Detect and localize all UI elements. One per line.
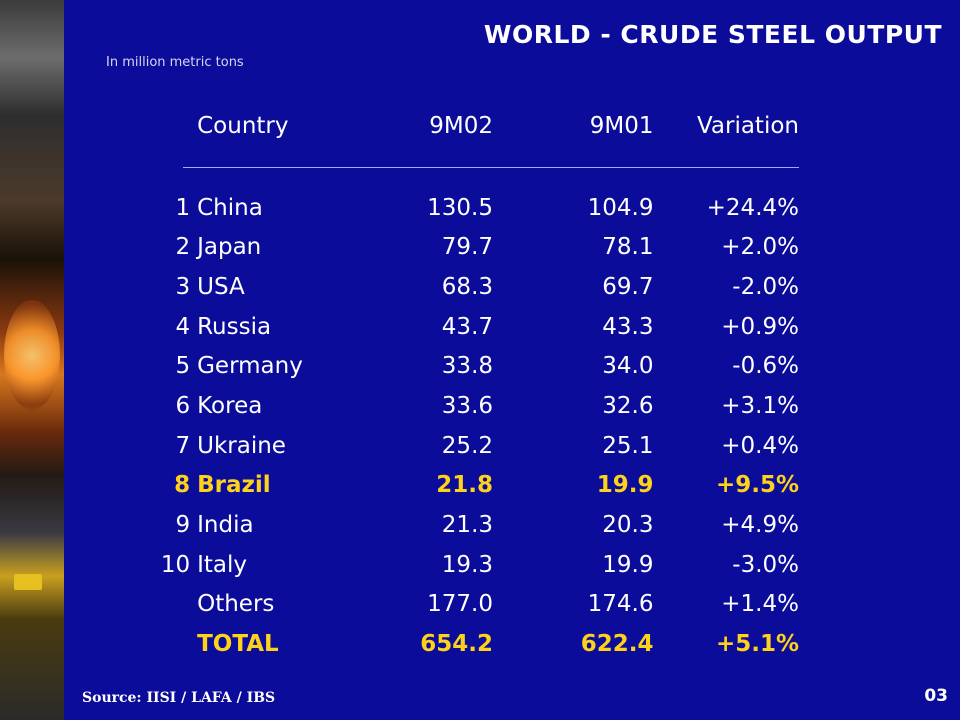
row-country: India (197, 512, 254, 539)
header-9m01: 9M01 (589, 113, 654, 139)
row-rank: 7 (175, 432, 191, 459)
steel-output-table: Country 9M02 9M01 Variation 1 China 130.… (150, 104, 799, 664)
table-row: 3 USA 68.3 69.7 -2.0% (150, 267, 799, 307)
row-9m01: 32.6 (602, 392, 654, 419)
row-9m01: 104.9 (587, 194, 654, 221)
row-9m01: 69.7 (602, 273, 654, 300)
row-9m02: 25.2 (441, 432, 494, 459)
row-country: Korea (197, 392, 263, 419)
row-rank: 1 (175, 194, 191, 221)
header-rank (150, 104, 190, 148)
row-rank: 6 (175, 392, 191, 419)
row-country: Others (197, 591, 275, 618)
row-variation: +4.9% (721, 512, 799, 539)
row-variation: +3.1% (721, 392, 799, 419)
row-9m02: 43.7 (441, 313, 494, 340)
row-country: China (197, 194, 263, 221)
row-9m02: 33.8 (441, 353, 494, 380)
table-row: 5 Germany 33.8 34.0 -0.6% (150, 346, 799, 386)
row-rank: 4 (175, 313, 191, 340)
row-9m01: 78.1 (602, 234, 654, 261)
row-rank: 9 (175, 512, 191, 539)
table-row: 7 Ukraine 25.2 25.1 +0.4% (150, 426, 799, 466)
row-country: Germany (197, 353, 303, 380)
row-variation: +0.9% (721, 313, 799, 340)
row-9m01: 34.0 (602, 353, 654, 380)
row-rank: 5 (175, 353, 191, 380)
row-9m02: 33.6 (441, 392, 494, 419)
row-country: Russia (197, 313, 272, 340)
row-9m01: 43.3 (602, 313, 654, 340)
header-variation: Variation (696, 113, 799, 139)
row-country: Italy (197, 551, 248, 578)
row-country: Ukraine (197, 432, 286, 459)
header-country: Country (197, 113, 289, 139)
header-divider (183, 167, 799, 169)
row-variation: +1.4% (721, 591, 799, 618)
table-row-highlighted: 8 Brazil 21.8 19.9 +9.5% (150, 466, 799, 506)
row-9m02: 79.7 (441, 234, 494, 261)
row-variation: -3.0% (732, 551, 799, 578)
row-rank: 8 (174, 472, 191, 499)
row-9m02: 130.5 (427, 194, 494, 221)
row-9m02: 21.3 (441, 512, 494, 539)
row-rank: 10 (160, 551, 191, 578)
row-variation: -0.6% (732, 353, 799, 380)
row-9m01: 174.6 (587, 591, 654, 618)
hot-steel-coil-image (4, 300, 60, 410)
table-row: 6 Korea 33.6 32.6 +3.1% (150, 386, 799, 426)
row-9m02: 68.3 (441, 273, 494, 300)
row-variation: -2.0% (732, 273, 799, 300)
header-9m02: 9M02 (429, 113, 494, 139)
row-variation: +0.4% (721, 432, 799, 459)
row-variation: +2.0% (721, 234, 799, 261)
crane-image (14, 574, 42, 590)
table-row: 1 China 130.5 104.9 +24.4% (150, 188, 799, 228)
table-row: 10 Italy 19.3 19.9 -3.0% (150, 545, 799, 585)
table-header-row: Country 9M02 9M01 Variation (150, 104, 799, 148)
row-rank: 2 (175, 234, 191, 261)
table-row: 4 Russia 43.7 43.3 +0.9% (150, 307, 799, 347)
table-row: 9 India 21.3 20.3 +4.9% (150, 505, 799, 545)
row-9m01: 622.4 (580, 631, 654, 658)
slide-title: WORLD - CRUDE STEEL OUTPUT (483, 20, 942, 49)
row-9m01: 25.1 (602, 432, 654, 459)
row-9m02: 19.3 (441, 551, 494, 578)
header-divider-row (150, 148, 799, 188)
row-variation: +5.1% (715, 631, 799, 658)
row-country: Brazil (197, 472, 271, 499)
row-9m01: 19.9 (602, 551, 654, 578)
source-note: Source: IISI / LAFA / IBS (82, 690, 276, 706)
row-9m01: 20.3 (602, 512, 654, 539)
row-country: USA (197, 273, 245, 300)
table-total-row: TOTAL 654.2 622.4 +5.1% (150, 624, 799, 664)
row-variation: +9.5% (715, 472, 799, 499)
row-country: TOTAL (197, 631, 279, 658)
page-number: 03 (924, 686, 948, 706)
row-9m01: 19.9 (596, 472, 654, 499)
steel-mill-photo-strip (0, 0, 64, 720)
row-variation: +24.4% (706, 194, 799, 221)
row-rank (150, 624, 190, 664)
row-country: Japan (197, 234, 262, 261)
row-rank (150, 585, 190, 625)
slide-subtitle: In million metric tons (106, 55, 244, 70)
table-row: 2 Japan 79.7 78.1 +2.0% (150, 227, 799, 267)
row-9m02: 21.8 (436, 472, 494, 499)
table-row: Others 177.0 174.6 +1.4% (150, 585, 799, 625)
row-rank: 3 (175, 273, 191, 300)
row-9m02: 177.0 (427, 591, 494, 618)
row-9m02: 654.2 (420, 631, 494, 658)
